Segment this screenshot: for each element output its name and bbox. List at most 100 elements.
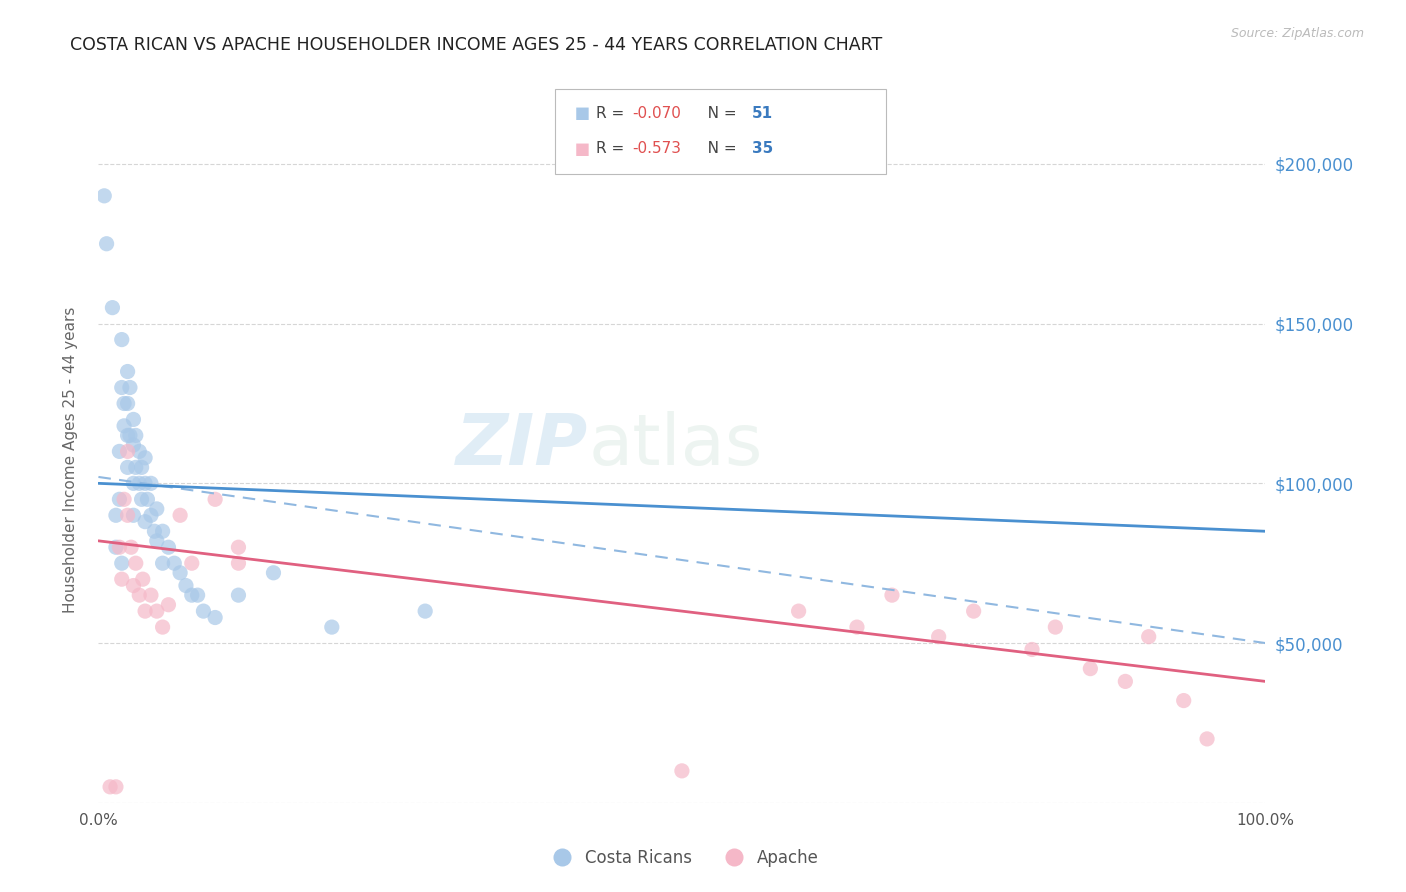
Point (122, 508, 145, 523)
Point (787, 604, 810, 618)
Point (1114, 674, 1136, 689)
Text: R =: R = (596, 142, 630, 156)
Point (104, 780, 127, 794)
Point (118, 428, 141, 442)
Point (128, 476, 150, 491)
Point (1173, 693, 1195, 707)
Point (101, 301, 124, 315)
Text: 35: 35 (752, 142, 773, 156)
Point (111, 572, 134, 586)
Point (125, 460, 148, 475)
Point (180, 588, 202, 602)
Point (146, 502, 169, 516)
Point (321, 620, 343, 634)
Text: COSTA RICAN VS APACHE HOUSEHOLDER INCOME AGES 25 - 44 YEARS CORRELATION CHART: COSTA RICAN VS APACHE HOUSEHOLDER INCOME… (70, 36, 883, 54)
Point (108, 444, 131, 458)
Point (228, 540, 250, 554)
Text: ▪: ▪ (574, 137, 591, 161)
Point (112, 492, 135, 507)
Point (111, 380, 134, 394)
Point (98, 780, 121, 794)
Point (413, 604, 436, 618)
Point (169, 566, 191, 580)
Point (132, 572, 155, 586)
Y-axis label: Householder Income Ages 25 - 44 years: Householder Income Ages 25 - 44 years (63, 306, 77, 613)
Point (117, 508, 139, 523)
Point (962, 604, 984, 618)
Point (128, 444, 150, 458)
Point (152, 556, 174, 570)
Point (120, 540, 142, 554)
Point (152, 620, 174, 634)
Point (104, 508, 127, 523)
Point (174, 578, 197, 592)
Point (112, 418, 135, 433)
Point (1045, 620, 1067, 634)
Point (1137, 630, 1160, 644)
Point (1021, 642, 1043, 657)
Text: -0.573: -0.573 (633, 142, 682, 156)
Point (671, 764, 693, 778)
Point (169, 508, 191, 523)
Point (93, 189, 115, 203)
Point (163, 556, 186, 570)
Point (117, 396, 139, 410)
Point (187, 588, 209, 602)
Point (112, 396, 135, 410)
Point (146, 533, 169, 548)
Point (131, 492, 153, 507)
Point (134, 515, 156, 529)
Point (96, 236, 118, 251)
Point (180, 556, 202, 570)
Point (125, 428, 148, 442)
Point (139, 476, 162, 491)
Point (111, 556, 134, 570)
Point (846, 620, 869, 634)
Point (108, 492, 131, 507)
Point (139, 588, 162, 602)
Point (143, 524, 166, 539)
Point (157, 598, 180, 612)
Point (928, 630, 950, 644)
Point (118, 380, 141, 394)
Point (193, 604, 215, 618)
Point (134, 476, 156, 491)
Point (117, 365, 139, 379)
Legend: Costa Ricans, Apache: Costa Ricans, Apache (538, 842, 825, 873)
Point (136, 492, 159, 507)
Point (146, 604, 169, 618)
Point (122, 476, 145, 491)
Point (134, 604, 156, 618)
Point (125, 556, 148, 570)
Text: N =: N = (693, 106, 741, 120)
Point (139, 508, 162, 523)
Point (117, 428, 139, 442)
Point (128, 588, 150, 602)
Point (104, 540, 127, 554)
Point (1195, 731, 1218, 746)
Text: 51: 51 (752, 106, 773, 120)
Point (122, 412, 145, 426)
Point (1080, 662, 1102, 676)
Text: ▪: ▪ (574, 102, 591, 125)
Point (228, 588, 250, 602)
Point (157, 540, 180, 554)
Point (262, 566, 284, 580)
Point (204, 610, 226, 624)
Text: R =: R = (596, 106, 630, 120)
Point (880, 588, 903, 602)
Point (228, 556, 250, 570)
Text: -0.070: -0.070 (633, 106, 682, 120)
Point (122, 438, 145, 452)
Point (108, 540, 131, 554)
Point (204, 492, 226, 507)
Point (111, 333, 134, 347)
Point (122, 578, 145, 592)
Point (117, 460, 139, 475)
Point (117, 444, 139, 458)
Text: atlas: atlas (589, 411, 763, 480)
Point (131, 460, 153, 475)
Point (152, 524, 174, 539)
Point (134, 450, 156, 465)
Text: ZIP: ZIP (457, 411, 589, 480)
